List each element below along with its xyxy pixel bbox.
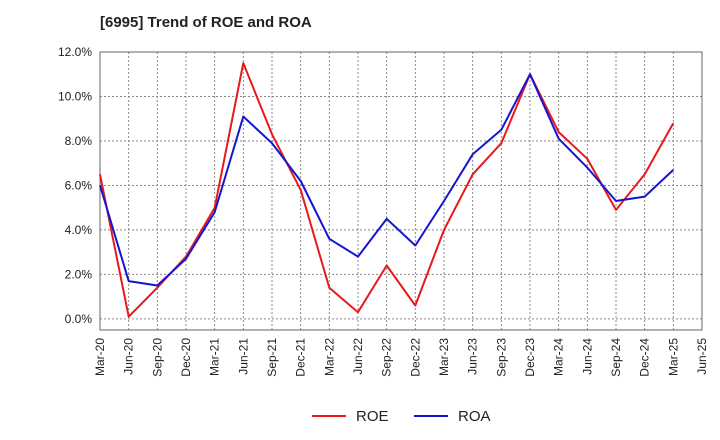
chart-title: [6995] Trend of ROE and ROA [100,14,312,31]
x-tick-label: Sep-20 [150,338,164,377]
x-tick-label: Dec-24 [638,338,652,377]
x-tick-label: Dec-21 [294,338,308,377]
x-tick-label: Jun-25 [695,338,709,375]
x-tick-label: Jun-23 [466,338,480,375]
legend-label-roe: ROE [356,407,389,425]
y-tick-label: 2.0% [65,267,93,281]
y-tick-label: 6.0% [65,178,93,192]
x-tick-label: Jun-21 [236,338,250,375]
plot-area [100,52,702,330]
x-tick-label: Dec-20 [179,338,193,377]
x-tick-label: Mar-22 [322,338,336,376]
series-line-roa [99,73,674,287]
y-tick-label: 8.0% [65,134,93,148]
x-tick-label: Jun-20 [122,338,136,375]
x-tick-label: Mar-23 [437,338,451,376]
x-tick-label: Sep-24 [609,338,623,377]
x-tick-label: Dec-22 [408,338,422,377]
x-tick-label: Sep-21 [265,338,279,377]
legend-item-roa: ROA [414,404,491,428]
x-tick-label: Sep-22 [380,338,394,377]
x-tick-label: Sep-23 [494,338,508,377]
plot-frame [99,51,703,331]
x-tick-label: Mar-25 [666,338,680,376]
y-tick-label: 0.0% [65,312,93,326]
y-tick-label: 12.0% [58,45,92,59]
legend-label-roa: ROA [458,407,491,425]
x-tick-label: Dec-23 [523,338,537,377]
legend-item-roe: ROE [312,404,389,428]
x-tick-label: Mar-21 [208,338,222,376]
legend-swatch-roa [414,415,448,417]
x-tick-label: Mar-20 [93,338,107,376]
x-tick-label: Jun-22 [351,338,365,375]
series-line-roe [99,62,675,318]
y-tick-label: 10.0% [58,89,92,103]
x-tick-label: Mar-24 [552,338,566,376]
legend-swatch-roe [312,415,346,417]
legend: ROE ROA [0,404,720,428]
y-tick-label: 4.0% [65,223,93,237]
x-tick-label: Jun-24 [580,338,594,375]
